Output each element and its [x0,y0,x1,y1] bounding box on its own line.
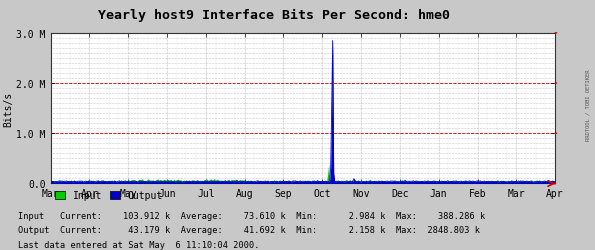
Text: Input   Current:    103.912 k  Average:    73.610 k  Min:      2.984 k  Max:    : Input Current: 103.912 k Average: 73.610… [18,211,485,220]
Legend: Input, Output: Input, Output [55,191,163,200]
Text: Yearly host9 Interface Bits Per Second: hme0: Yearly host9 Interface Bits Per Second: … [98,9,450,22]
Text: Output  Current:     43.179 k  Average:    41.692 k  Min:      2.158 k  Max:  28: Output Current: 43.179 k Average: 41.692… [18,225,480,234]
Text: Last data entered at Sat May  6 11:10:04 2000.: Last data entered at Sat May 6 11:10:04 … [18,240,259,249]
Y-axis label: Bits/s: Bits/s [4,91,14,126]
Text: RRDTOOL / TOBI OETIKER: RRDTOOL / TOBI OETIKER [585,70,590,140]
